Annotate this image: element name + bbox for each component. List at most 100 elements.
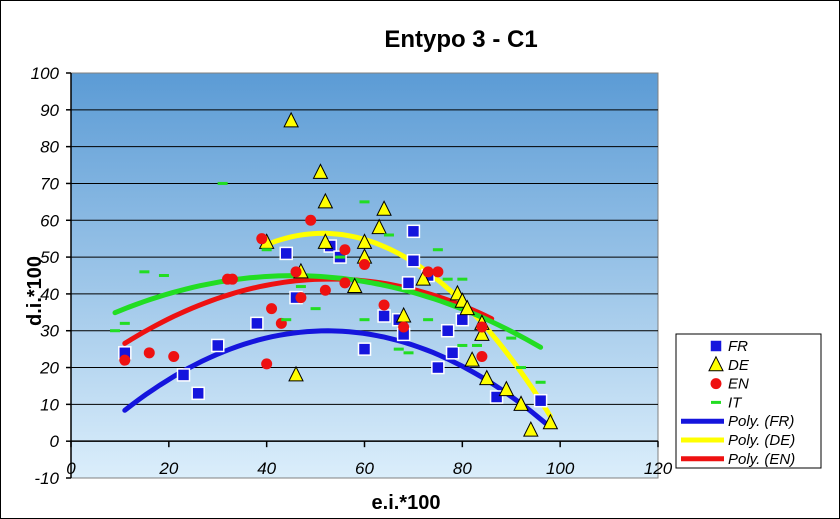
point-de [288,365,304,382]
x-tick-label: 80 [453,459,472,478]
point-en [143,347,155,359]
y-tick-label: 50 [40,248,59,267]
point-de [478,369,495,386]
point-it [472,343,483,347]
x-tick-label: 0 [66,459,76,478]
point-en [339,277,351,289]
y-tick-label: 60 [40,211,59,230]
legend-label: Poly. (EN) [728,451,795,468]
point-fr [357,342,372,356]
point-de [498,380,515,397]
y-tick-label: -10 [34,469,59,488]
legend-marker [709,339,723,353]
point-fr [377,309,391,323]
point-fr [211,338,225,353]
point-it [383,233,394,237]
legend-label: EN [728,376,749,393]
point-de [317,192,334,209]
point-de [523,421,539,437]
point-fr [401,276,416,290]
point-it [281,318,292,322]
legend-label: DE [728,357,750,374]
x-axis-title: e.i.*100 [372,492,441,514]
point-de [513,395,529,411]
point-en [378,299,390,311]
point-it [139,270,150,274]
legend-label: Poly. (DE) [728,432,795,449]
trendline-en [122,276,495,346]
x-tick-label: 40 [257,459,276,478]
y-tick-label: 80 [40,138,59,157]
point-de [376,200,392,216]
point-it [442,277,453,281]
legend-label: IT [728,394,743,411]
point-it [369,281,380,285]
point-en [290,266,302,278]
y-tick-label: 0 [50,432,60,451]
legend-label: FR [728,338,748,355]
point-it [506,336,517,340]
point-de [317,233,334,249]
y-tick-label: 40 [40,285,59,304]
legend-label: Poly. (FR) [728,413,794,430]
point-fr [406,254,421,268]
legend-marker [708,355,724,372]
point-fr [533,393,548,408]
point-de [312,163,329,179]
point-it [119,321,130,325]
point-en [261,358,273,370]
point-de [474,325,490,341]
chart-title: Entypo 3 - C1 [384,26,537,53]
point-fr [440,323,455,338]
y-tick-label: 100 [31,64,60,83]
x-tick-label: 60 [355,459,374,478]
point-de [371,218,387,235]
point-fr [455,312,470,327]
point-en [476,321,488,333]
trendline-fr [122,328,548,426]
point-it [110,329,121,333]
point-it [393,347,404,351]
point-de [459,299,476,316]
point-en [319,284,331,296]
point-de [464,351,480,367]
point-it [423,318,434,322]
point-it [457,277,468,281]
point-fr [445,346,460,360]
point-en [119,354,131,366]
point-de [356,233,373,249]
point-en [359,258,370,270]
x-tick-label: 20 [158,459,178,478]
y-tick-label: 90 [40,101,59,120]
point-it [432,248,443,252]
x-tick-label: 100 [546,459,575,478]
point-en [256,233,268,245]
point-fr [176,368,191,382]
y-tick-label: 10 [40,395,59,414]
point-en [168,351,180,362]
y-tick-label: 70 [40,174,59,193]
point-it [217,181,228,185]
point-fr [431,360,445,375]
y-tick-label: 20 [39,359,59,378]
x-tick-label: 120 [644,459,673,478]
point-en [476,351,488,362]
point-en [266,303,278,315]
data-points [110,111,559,437]
point-en [398,321,410,333]
point-it [359,318,370,322]
point-it [158,274,169,277]
point-it [359,200,370,204]
point-fr [191,386,205,401]
point-fr [250,316,264,331]
point-en [432,266,444,278]
point-it [535,380,546,384]
point-en [295,292,307,304]
point-it [310,307,321,311]
point-en [226,273,238,285]
y-tick-label: 30 [40,322,59,341]
